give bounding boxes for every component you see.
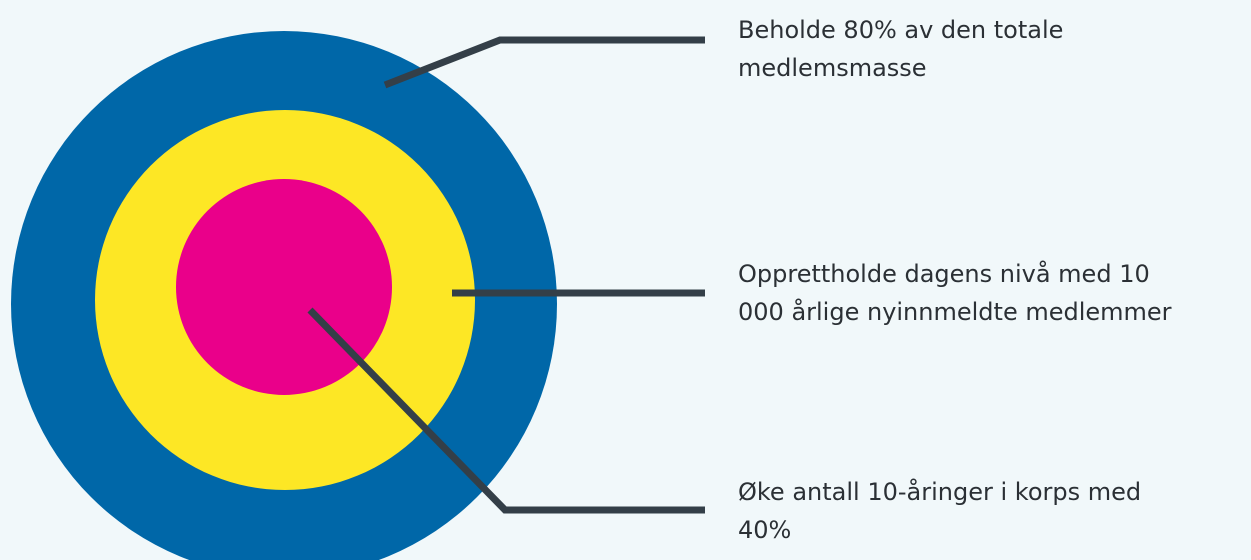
- target-label: Øke antall 10-åringer i korps med: [738, 477, 1141, 506]
- labels: Beholde 80% av den totale medlemsmasse Opp…: [738, 16, 1172, 544]
- target-label: 40%: [738, 516, 791, 544]
- target-label: Beholde 80% av den totale: [738, 16, 1063, 44]
- leader-line: [307, 307, 705, 514]
- target-label: Opprettholde dagens nivå med 10: [738, 259, 1150, 288]
- target-label: medlemsmasse: [738, 54, 927, 82]
- target-label: 000 årlige nyinnmeldte medlemmer: [738, 297, 1172, 326]
- leader-line: [383, 36, 705, 89]
